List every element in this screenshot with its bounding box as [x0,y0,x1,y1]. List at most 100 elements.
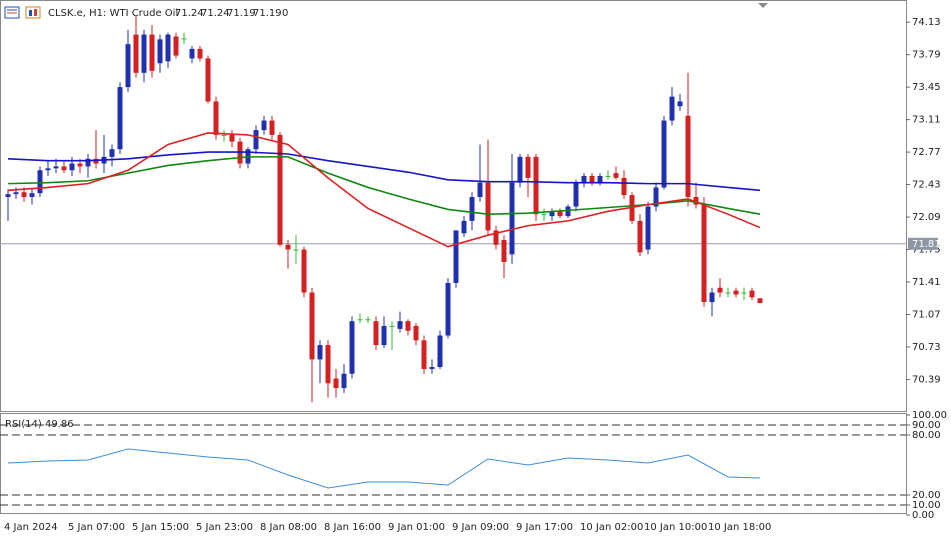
candle-body [661,120,667,188]
candle-body [525,156,531,178]
candle-body [565,206,571,217]
x-tick-label: 9 Jan 17:00 [516,522,573,533]
candle-body [605,175,611,177]
candle-body [197,48,203,59]
candle-body [61,166,67,171]
candle-body [149,34,155,71]
toolbar-icons [4,6,41,19]
ohlc-open: 71.24 [175,8,204,19]
icon-bar [34,9,37,16]
chart-title: CLSK.e, H1: WTI Crude Oil [48,8,178,19]
candle-body [469,196,475,221]
candle-body [357,319,363,321]
candle-body [685,115,691,197]
candle-body [437,335,443,368]
candle-body [725,292,731,294]
candle-body [157,39,163,64]
candle-body [77,163,83,167]
candle-body [53,166,59,169]
x-tick-label: 9 Jan 09:00 [452,522,509,533]
icon [25,6,41,19]
candle-body [429,367,435,369]
candle-body [501,239,507,262]
candle-body [581,175,587,183]
y-tick-label: 70.73 [912,342,941,353]
icon-bar [29,10,32,16]
candle-body [573,182,579,207]
x-tick-label: 8 Jan 08:00 [260,522,317,533]
candle-body [13,192,19,195]
y-tick-label: 80.00 [912,430,941,441]
candle-body [645,206,651,250]
y-tick-label: 72.77 [912,147,941,158]
candle-body [261,120,267,131]
line-series [7,132,761,248]
y-tick-label: 10.00 [912,500,941,511]
candle-body [421,340,427,369]
candle-body [413,325,419,341]
shift-marker [758,3,768,8]
candle-body [213,101,219,135]
candle-body [141,34,147,73]
candle-body [45,168,51,171]
ohlc-high: 71.24 [201,8,230,19]
x-tick-label: 5 Jan 23:00 [196,522,253,533]
candle-body [509,182,515,255]
candle-body [341,373,347,389]
candle-body [405,321,411,331]
candle-body [485,182,491,231]
x-tick-label: 5 Jan 15:00 [132,522,189,533]
candle-body [397,321,403,329]
candle-body [221,134,227,136]
candle-body [85,158,91,167]
tick-volume: 0 [282,8,288,19]
candle-body [205,58,211,102]
y-tick-label: 20.00 [912,490,941,501]
candle-body [597,175,603,183]
y-tick-label: 73.11 [912,115,941,126]
candle-body [701,204,707,303]
candle-body [37,170,43,194]
candle-body [349,321,355,374]
x-tick-label: 10 Jan 18:00 [708,522,771,533]
y-tick-label: 74.13 [912,17,941,28]
candle-body [693,196,699,205]
candle-body [557,211,563,217]
candle-body [477,182,483,197]
candle-body [109,149,115,157]
main-frame [0,0,907,412]
x-tick-label: 8 Jan 16:00 [324,522,381,533]
candle-body [333,378,339,389]
candle-body [325,345,331,384]
candle-body [541,214,547,216]
candle-body [301,249,307,293]
candle-body [373,321,379,346]
candle-body [757,298,763,304]
x-tick-label: 9 Jan 01:00 [388,522,445,533]
candle-body [749,290,755,298]
y-tick-label: 71.07 [912,310,941,321]
candle-body [309,292,315,360]
candle-body [453,230,459,283]
x-tick-label: 10 Jan 10:00 [644,522,707,533]
candle-body [549,211,555,217]
candle-body [637,220,643,253]
y-tick-label: 90.00 [912,420,941,431]
line-series [7,448,761,489]
rsi-frame [0,413,907,514]
candle-body [669,96,675,121]
x-tick-label: 10 Jan 02:00 [580,522,643,533]
candle-body [189,48,195,59]
candle-body [21,192,27,197]
price-label-box [908,237,938,250]
candle-body [677,101,683,107]
y-tick-label: 100.00 [912,410,947,421]
candle-body [493,230,499,245]
y-tick-label: 73.45 [912,82,941,93]
candle-body [69,163,75,171]
candle-body [133,34,139,73]
y-tick-label: 70.39 [912,374,941,385]
y-tick-label: 71.41 [912,277,941,288]
candle-body [293,249,299,251]
